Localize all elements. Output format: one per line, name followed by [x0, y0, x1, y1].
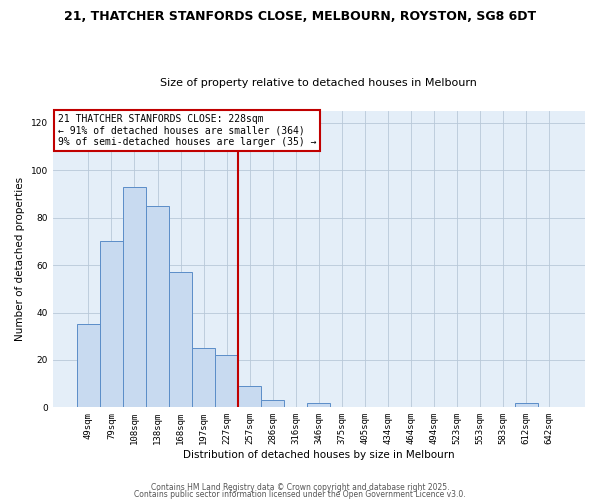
- Bar: [123, 187, 146, 408]
- Title: Size of property relative to detached houses in Melbourn: Size of property relative to detached ho…: [160, 78, 477, 88]
- X-axis label: Distribution of detached houses by size in Melbourn: Distribution of detached houses by size …: [183, 450, 455, 460]
- Bar: [215, 355, 238, 408]
- Text: 21 THATCHER STANFORDS CLOSE: 228sqm
← 91% of detached houses are smaller (364)
9: 21 THATCHER STANFORDS CLOSE: 228sqm ← 91…: [58, 114, 316, 147]
- Bar: [261, 400, 284, 407]
- Bar: [146, 206, 169, 408]
- Bar: [77, 324, 100, 407]
- Bar: [192, 348, 215, 408]
- Bar: [169, 272, 192, 407]
- Bar: [515, 402, 538, 407]
- Text: 21, THATCHER STANFORDS CLOSE, MELBOURN, ROYSTON, SG8 6DT: 21, THATCHER STANFORDS CLOSE, MELBOURN, …: [64, 10, 536, 23]
- Bar: [238, 386, 261, 407]
- Bar: [100, 242, 123, 408]
- Y-axis label: Number of detached properties: Number of detached properties: [15, 177, 25, 341]
- Text: Contains public sector information licensed under the Open Government Licence v3: Contains public sector information licen…: [134, 490, 466, 499]
- Bar: [307, 402, 331, 407]
- Text: Contains HM Land Registry data © Crown copyright and database right 2025.: Contains HM Land Registry data © Crown c…: [151, 484, 449, 492]
